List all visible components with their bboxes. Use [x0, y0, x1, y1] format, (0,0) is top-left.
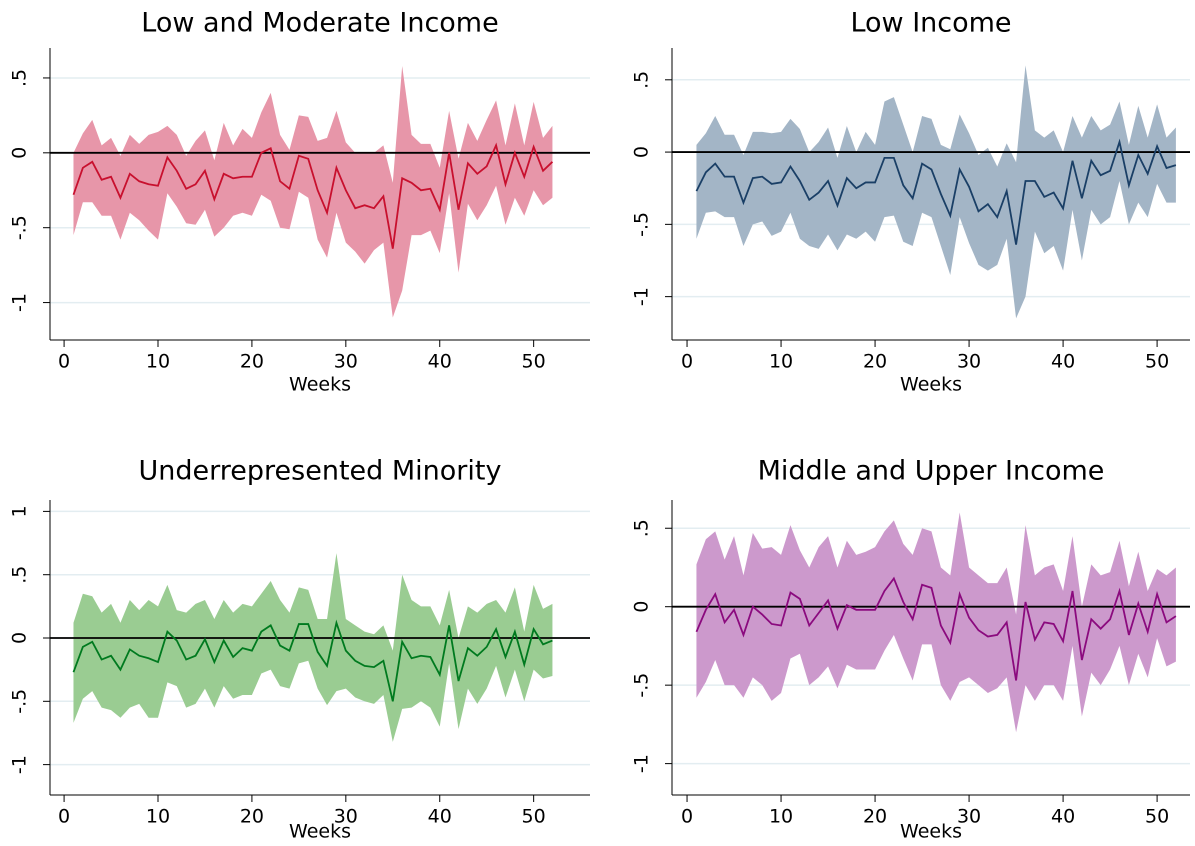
confidence-band: [73, 553, 553, 742]
panel-title: Low Income: [850, 8, 1011, 39]
x-tick-label: 40: [428, 351, 452, 373]
y-tick-label: .5: [9, 69, 31, 87]
y-tick-label: -.5: [631, 212, 653, 237]
confidence-band: [696, 65, 1176, 319]
x-tick-label: 40: [428, 806, 452, 828]
y-tick-label: 0: [631, 146, 653, 158]
x-axis-label: Weeks: [900, 821, 962, 843]
y-tick-label: -1: [9, 293, 31, 312]
y-tick-label: 1: [9, 505, 31, 517]
y-tick-label: 0: [631, 601, 653, 613]
x-tick-label: 0: [681, 806, 693, 828]
x-axis-label: Weeks: [289, 374, 351, 396]
panel-title: Low and Moderate Income: [141, 8, 498, 39]
x-axis-label: Weeks: [289, 821, 351, 843]
x-tick-label: 40: [1051, 806, 1075, 828]
y-tick-label: .5: [9, 566, 31, 584]
estimate-line: [695, 576, 1177, 681]
x-tick-label: 20: [863, 351, 887, 373]
x-tick-label: 50: [522, 351, 546, 373]
y-tick-label: 0: [9, 632, 31, 644]
y-tick-label: -.5: [9, 215, 31, 240]
x-tick-label: 20: [863, 806, 887, 828]
x-tick-label: 30: [334, 806, 358, 828]
panel-title: Underrepresented Minority: [139, 456, 502, 487]
x-tick-label: 10: [146, 806, 170, 828]
estimate-line: [72, 142, 554, 249]
estimate-line: [695, 138, 1177, 245]
confidence-band: [696, 512, 1176, 733]
y-tick-label: -1: [9, 755, 31, 774]
x-tick-label: 30: [334, 351, 358, 373]
y-tick-label: 0: [9, 147, 31, 159]
confidence-band: [73, 65, 553, 318]
panel: Underrepresented Minority-1-.50.510 10 20 3…: [9, 456, 590, 843]
y-tick-label: -1: [631, 754, 653, 773]
x-tick-label: 10: [769, 806, 793, 828]
x-tick-label: 0: [58, 806, 70, 828]
x-tick-label: 30: [957, 806, 981, 828]
x-tick-label: 20: [240, 806, 264, 828]
y-tick-label: .5: [631, 519, 653, 537]
panel: Middle and Upper Income -1 -.5 0 .5 0 10 20 30 40…: [631, 456, 1190, 843]
x-tick-label: 50: [522, 806, 546, 828]
y-tick-label: .5: [631, 71, 653, 89]
panel: Low Income -1 -.5 0 .5 0 10 20 30 40 50 Weeks: [631, 8, 1190, 396]
x-tick-label: 40: [1051, 351, 1075, 373]
x-axis-label: Weeks: [900, 374, 962, 396]
y-tick-label: -1: [631, 287, 653, 306]
x-tick-label: 20: [240, 351, 264, 373]
x-tick-label: 50: [1145, 351, 1169, 373]
x-tick-label: 30: [957, 351, 981, 373]
panel-title: Middle and Upper Income: [758, 456, 1105, 487]
y-tick-label: -.5: [9, 689, 31, 714]
estimate-line: [72, 619, 553, 702]
y-tick-label: -.5: [631, 673, 653, 698]
x-tick-label: 10: [146, 351, 170, 373]
panel: Low and Moderate Income -1 -.5 0 .5 0 10 20 30 40…: [9, 8, 590, 396]
x-tick-label: 0: [58, 351, 70, 373]
x-tick-label: 10: [769, 351, 793, 373]
x-tick-label: 0: [681, 351, 693, 373]
x-tick-label: 50: [1145, 806, 1169, 828]
